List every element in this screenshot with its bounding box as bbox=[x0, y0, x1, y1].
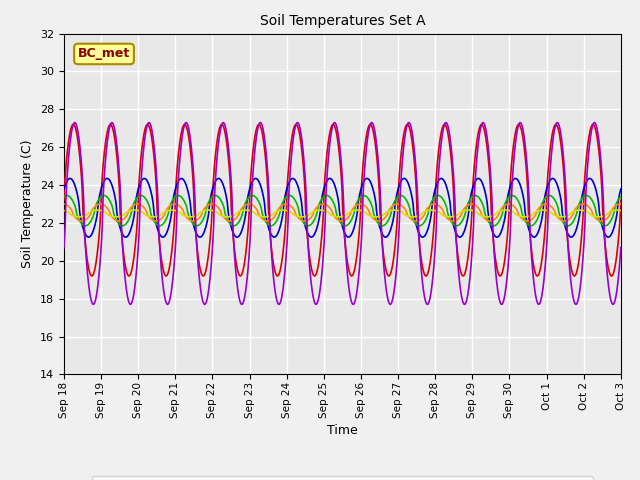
Text: BC_met: BC_met bbox=[78, 48, 130, 60]
Y-axis label: Soil Temperature (C): Soil Temperature (C) bbox=[22, 140, 35, 268]
Title: Soil Temperatures Set A: Soil Temperatures Set A bbox=[260, 14, 425, 28]
Legend: -2cm, -4cm, -8cm, -16cm, -32cm, Theta_Temp: -2cm, -4cm, -8cm, -16cm, -32cm, Theta_Te… bbox=[92, 476, 593, 480]
X-axis label: Time: Time bbox=[327, 424, 358, 437]
